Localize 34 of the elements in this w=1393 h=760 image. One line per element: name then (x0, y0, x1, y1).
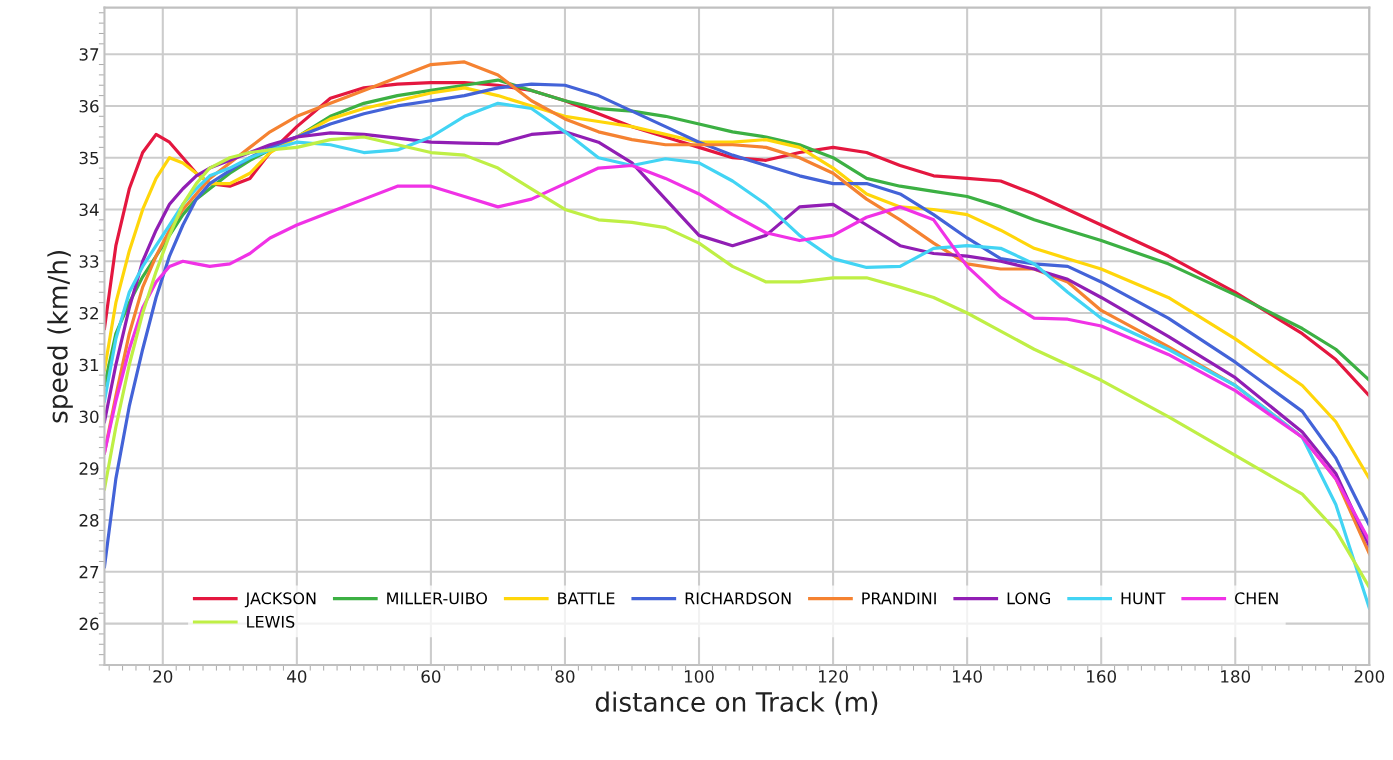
y-tick-label: 27 (79, 565, 99, 579)
y-tick-label: 36 (79, 99, 99, 113)
x-tick-label: 140 (953, 670, 982, 683)
legend-label: JACKSON (244, 592, 316, 608)
x-tick-label: 160 (1087, 670, 1116, 683)
legend-label: LEWIS (247, 615, 295, 628)
line-series (104, 86, 1370, 481)
x-tick-label: 20 (153, 670, 173, 683)
y-tick-label: 32 (79, 306, 98, 320)
x-tick-label: 200 (1354, 670, 1385, 683)
y-tick-label: 26 (79, 617, 99, 631)
legend-label: CHEN (1234, 592, 1278, 605)
y-tick-label: 34 (79, 203, 99, 217)
x-axis-title: distance on Track (m) (595, 691, 878, 716)
legend-label: HUNT (1121, 592, 1166, 605)
x-tick-label: 80 (555, 670, 575, 683)
legend-label: LONG (1007, 592, 1051, 605)
y-tick-label: 28 (79, 514, 99, 527)
y-tick-label: 33 (79, 255, 99, 268)
x-tick-label: 180 (1221, 670, 1251, 683)
y-tick-label: 35 (79, 151, 99, 165)
legend-label: RICHARDSON (685, 592, 791, 605)
y-axis-title: speed (km/h) (47, 250, 73, 423)
x-tick-label: 40 (287, 670, 307, 683)
y-tick-label: 37 (79, 48, 99, 61)
y-tick-label: 31 (79, 358, 99, 372)
legend-label: MILLER-UIBO (387, 592, 488, 605)
legend-label: PRANDINI (862, 592, 936, 605)
legend-label: BATTLE (558, 592, 615, 605)
x-tick-label: 120 (819, 670, 848, 683)
x-tick-label: 100 (684, 670, 714, 683)
y-tick-label: 30 (79, 410, 99, 424)
x-tick-label: 60 (421, 670, 441, 683)
y-tick-label: 29 (79, 462, 99, 475)
